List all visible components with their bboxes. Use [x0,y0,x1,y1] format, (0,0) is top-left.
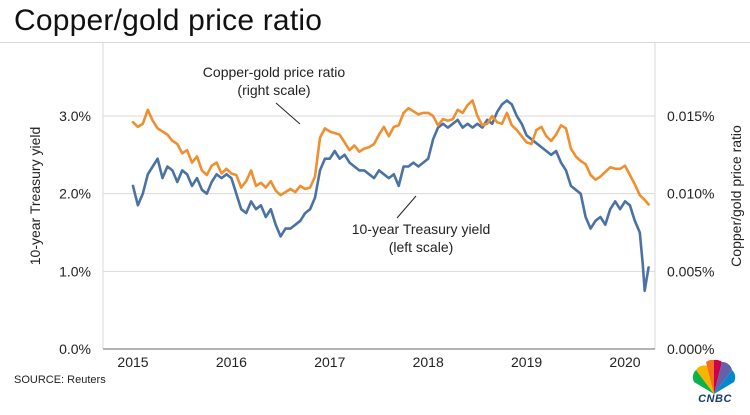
x-tick-label: 2015 [117,354,148,370]
y-right-axis-title: Copper/gold price ratio [728,125,744,267]
annotation-yield-line2: (left scale) [389,239,454,255]
y-left-axis-title: 10-year Treasury yield [27,127,43,266]
x-tick-label: 2019 [511,354,542,370]
annotations: Copper-gold price ratio (right scale) 10-y… [203,64,490,255]
cnbc-logo-text: CNBC [698,393,732,405]
x-tick-label: 2017 [314,354,345,370]
gridlines [102,43,656,349]
annotation-yield-leader [396,195,417,219]
annotation-ratio-line1: Copper-gold price ratio [203,64,346,80]
y-left-tick-label: 3.0% [59,108,91,124]
x-tick-label: 2020 [609,354,640,370]
annotation-yield-line1: 10-year Treasury yield [352,221,491,237]
axes: 2015 2016 2017 2018 2019 2020 0.0% 1.0% 2.0% 3.0%… [27,108,744,370]
annotation-ratio-line2: (right scale) [237,82,310,98]
x-tick-label: 2016 [216,354,247,370]
y-left-tick-label: 2.0% [59,186,91,202]
series-lines [131,99,650,293]
title-divider [0,42,750,43]
y-left-tick-label: 1.0% [59,263,91,279]
chart-title: Copper/gold price ratio [14,4,323,37]
x-tick-label: 2018 [413,354,444,370]
series-line-copper-gold-ratio [131,99,650,206]
cnbc-peacock-icon [688,356,740,408]
y-right-tick-label: 0.015% [667,108,714,124]
y-right-tick-label: 0.005% [667,263,714,279]
series-line-treasury-yield [131,99,650,293]
y-right-tick-label: 0.010% [667,186,714,202]
y-right-tick-label: 0.000% [667,341,714,357]
y-left-tick-label: 0.0% [59,341,91,357]
source-note: SOURCE: Reuters [14,374,106,386]
annotation-ratio-leader [275,102,301,125]
